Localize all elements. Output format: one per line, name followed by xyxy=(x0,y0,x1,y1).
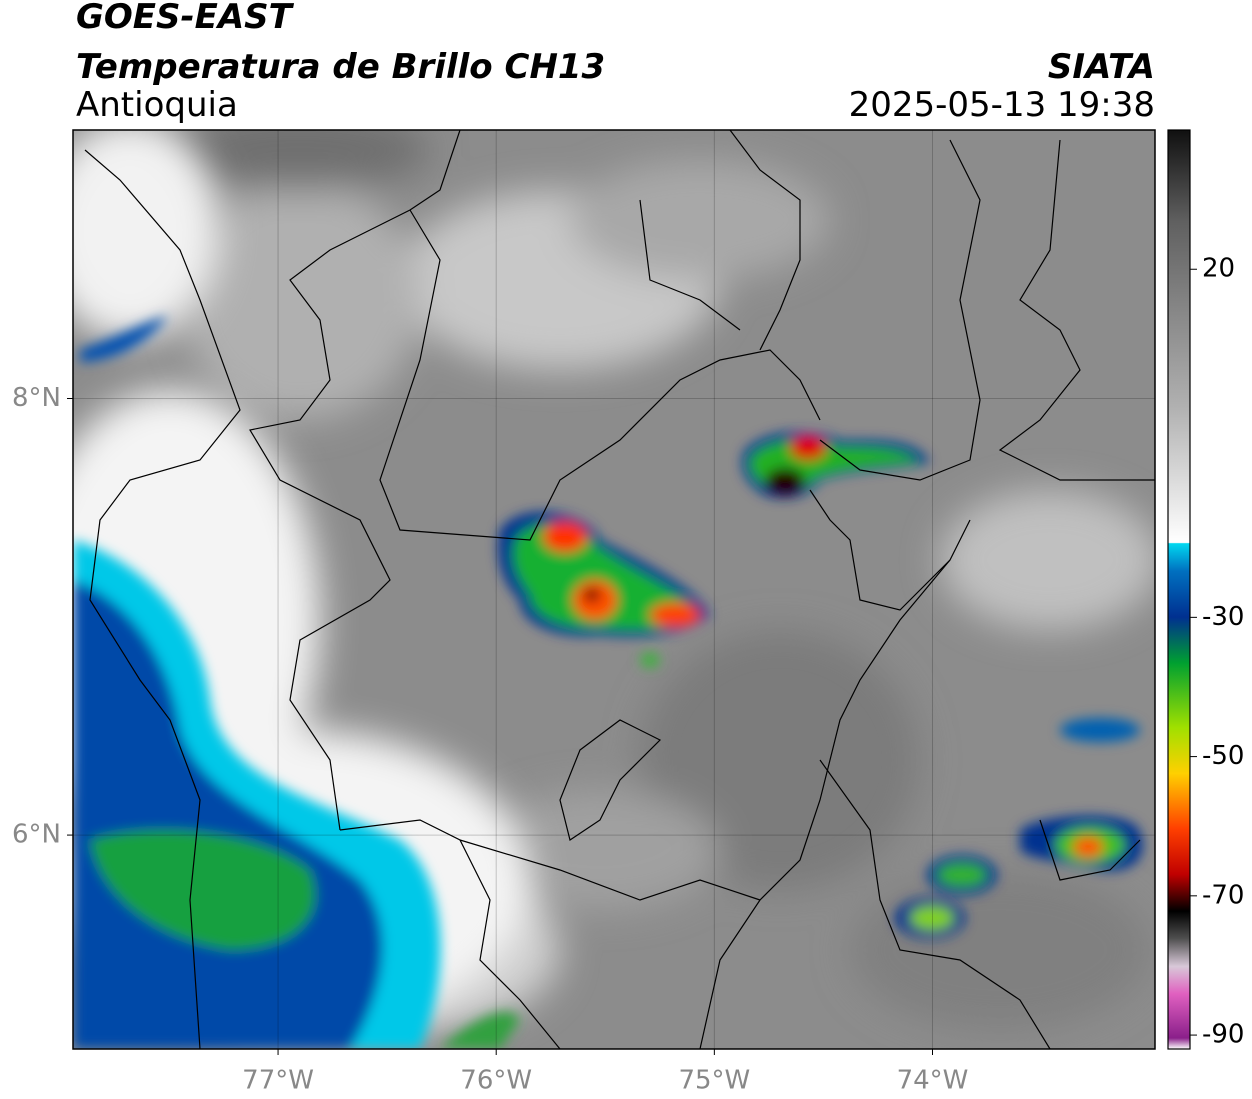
subtitle: Temperatura de Brillo CH13 xyxy=(76,47,605,87)
colorbar-tick-label: -70 xyxy=(1202,880,1244,910)
satellite-image xyxy=(73,130,1155,1049)
source: SIATA xyxy=(1048,47,1155,87)
colorbar-tick-label: -90 xyxy=(1202,1020,1244,1050)
colorbar-tick-label: -30 xyxy=(1202,602,1244,632)
colorbar-tick-label: -50 xyxy=(1202,741,1244,771)
x-tick-label: 76°W xyxy=(460,1066,532,1096)
y-tick-label: 8°N xyxy=(12,383,61,413)
x-tick-label: 75°W xyxy=(678,1066,750,1096)
region: Antioquia xyxy=(76,85,238,125)
x-tick-label: 74°W xyxy=(897,1066,969,1096)
x-tick-label: 77°W xyxy=(242,1066,314,1096)
timestamp: 2025-05-13 19:38 xyxy=(849,85,1155,125)
boundaries xyxy=(84,130,1155,1049)
map-frame xyxy=(72,129,1156,1050)
colorbar-tick-label: 20 xyxy=(1202,254,1235,284)
y-tick-label: 6°N xyxy=(12,820,61,850)
storm-cells xyxy=(498,431,1143,938)
title: GOES-EAST xyxy=(76,0,295,37)
colorbar xyxy=(1167,129,1191,1050)
convective-west xyxy=(73,316,520,1049)
